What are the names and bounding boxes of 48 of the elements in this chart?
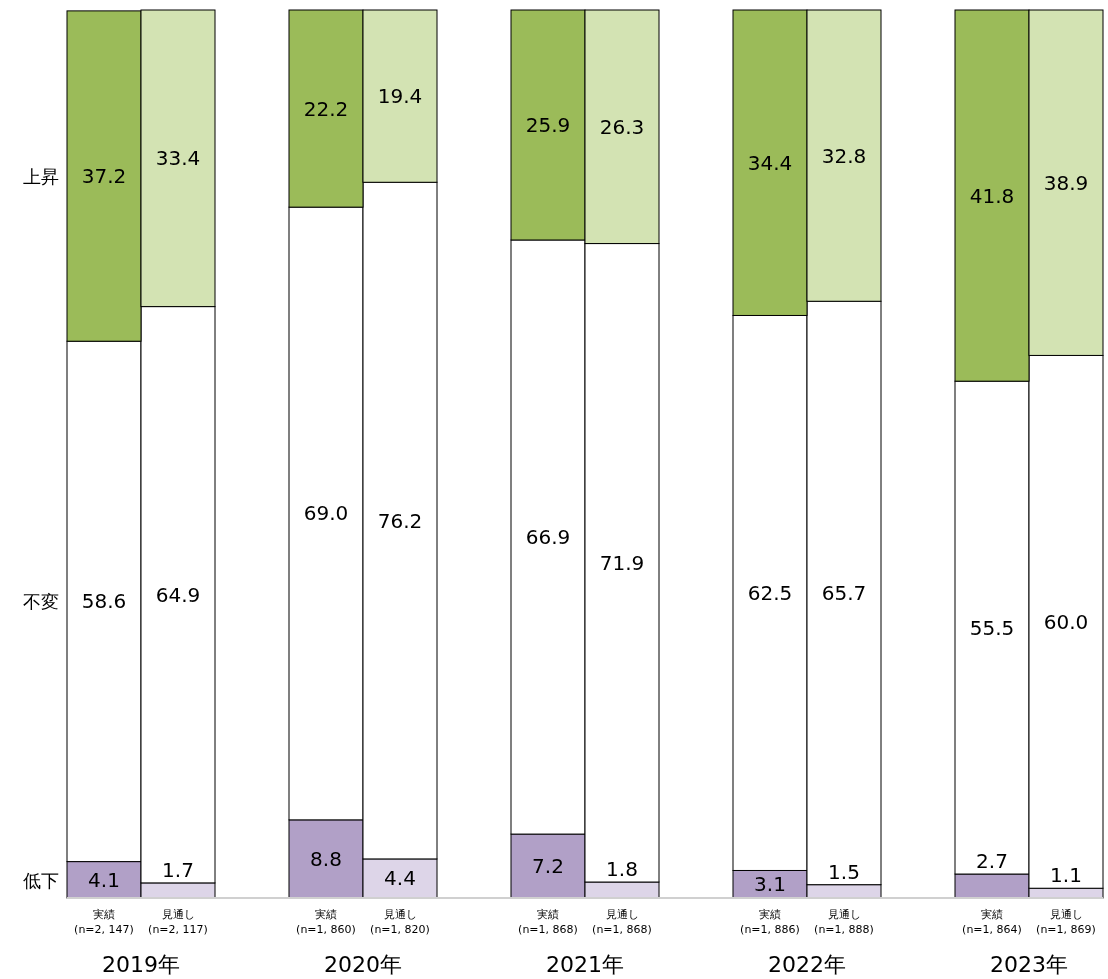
- data-label: 8.8: [310, 846, 342, 871]
- x-tick-label: 見通し (n=1, 869): [1036, 908, 1096, 936]
- series-label: 低下: [23, 869, 59, 891]
- data-label: 37.2: [81, 164, 127, 189]
- text: 2021年: [546, 952, 624, 977]
- data-label: 22.2: [303, 96, 349, 121]
- x-tick-label: 見通し (n=1, 868): [592, 908, 652, 936]
- x-tick-label: 実績 (n=1, 860): [296, 908, 356, 936]
- data-label: 62.5: [747, 580, 793, 605]
- data-label: 19.4: [377, 84, 423, 109]
- data-label: 71.9: [599, 550, 645, 575]
- data-label: 1.8: [606, 857, 638, 882]
- x-tick-label: 実績 (n=1, 864): [962, 908, 1022, 936]
- data-label: 60.0: [1043, 609, 1089, 634]
- text: 2019年: [102, 952, 180, 977]
- data-label: 2.7: [976, 849, 1008, 874]
- data-label: 25.9: [525, 113, 571, 137]
- data-label: 34.4: [747, 150, 793, 175]
- x-tick-label: 実績 (n=2, 147): [74, 908, 134, 936]
- data-label: 1.5: [828, 859, 860, 884]
- x-tick-label: 見通し (n=1, 888): [814, 908, 874, 936]
- x-tick-label: 見通し (n=1, 820): [370, 908, 430, 936]
- text: 2022年: [768, 952, 846, 977]
- data-label: 32.8: [821, 143, 867, 168]
- x-tick-label: 見通し (n=2, 117): [148, 908, 208, 936]
- data-label: 58.6: [81, 589, 127, 614]
- text: 2020年: [324, 952, 402, 977]
- x-tick-label: 実績 (n=1, 886): [740, 908, 800, 936]
- data-label: 41.8: [969, 183, 1015, 208]
- series-label: 上昇: [23, 166, 59, 188]
- x-tick-label: 実績 (n=1, 868): [518, 908, 578, 936]
- data-label: 7.2: [532, 854, 564, 879]
- data-label: 4.1: [88, 867, 120, 892]
- data-label: 76.2: [377, 508, 423, 533]
- data-label: 64.9: [155, 582, 201, 607]
- data-label: 66.9: [525, 525, 571, 550]
- data-label: 1.1: [1050, 863, 1082, 888]
- data-label: 55.5: [969, 615, 1015, 640]
- series-label: 不変: [23, 591, 59, 613]
- data-label: 65.7: [821, 580, 867, 605]
- data-label: 1.7: [162, 857, 194, 882]
- data-label: 33.4: [155, 146, 201, 171]
- data-label: 3.1: [754, 872, 786, 897]
- data-label: 38.9: [1043, 170, 1089, 195]
- data-label: 69.0: [303, 501, 349, 526]
- data-label: 26.3: [599, 114, 645, 139]
- data-label: 4.4: [384, 866, 416, 891]
- text: 2023年: [990, 952, 1068, 977]
